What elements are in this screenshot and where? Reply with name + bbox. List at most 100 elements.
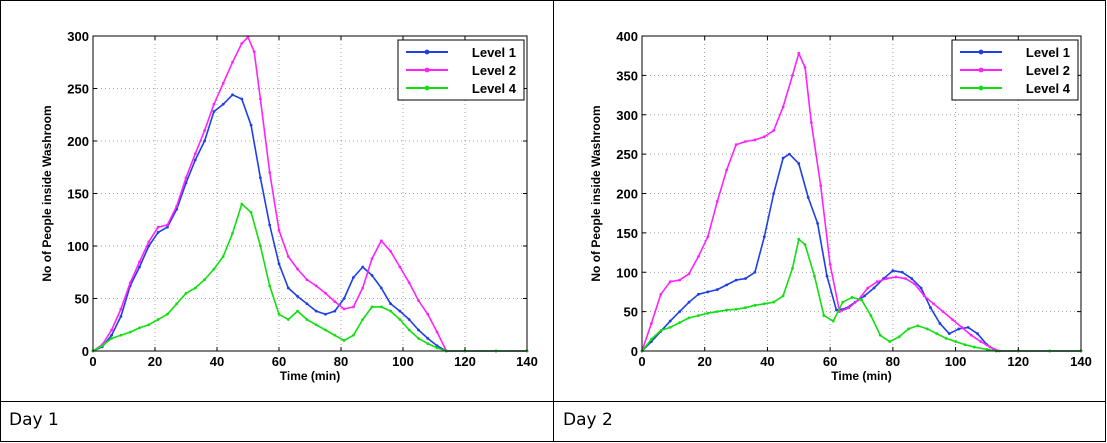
data-point xyxy=(361,318,365,321)
data-point xyxy=(988,345,992,349)
data-point xyxy=(352,333,355,337)
data-point xyxy=(825,274,829,278)
data-point xyxy=(869,314,873,317)
data-point xyxy=(734,307,738,311)
legend-label: Level 2 xyxy=(472,63,516,78)
data-point xyxy=(417,328,420,332)
data-point xyxy=(379,286,383,290)
data-point xyxy=(389,302,392,306)
data-point xyxy=(379,305,383,309)
data-point xyxy=(203,278,207,281)
data-point xyxy=(333,309,337,313)
data-point xyxy=(831,319,835,323)
table-column-divider xyxy=(553,0,554,442)
data-point xyxy=(138,265,141,269)
data-point xyxy=(762,135,766,139)
data-point xyxy=(370,257,374,260)
data-point xyxy=(268,284,272,288)
data-point xyxy=(972,345,976,349)
legend-label: Level 2 xyxy=(1026,63,1070,78)
legend-marker xyxy=(424,67,430,73)
data-point xyxy=(212,102,216,106)
data-point xyxy=(138,260,141,264)
data-point xyxy=(417,337,420,340)
data-point xyxy=(435,330,439,334)
x-tick-label: 100 xyxy=(945,354,967,369)
x-axis-label: Time (min) xyxy=(280,369,340,383)
data-point xyxy=(954,340,957,343)
data-point xyxy=(803,66,807,69)
data-point xyxy=(324,312,327,316)
data-point xyxy=(734,143,738,147)
data-point xyxy=(184,176,188,180)
x-tick-label: 140 xyxy=(1070,354,1092,369)
data-point xyxy=(678,321,682,325)
data-point xyxy=(221,102,225,106)
data-point xyxy=(847,306,851,310)
data-point xyxy=(791,266,794,270)
legend-marker xyxy=(424,85,430,91)
data-point xyxy=(744,140,747,143)
data-point xyxy=(110,328,113,332)
data-point xyxy=(753,138,757,142)
legend-marker xyxy=(424,49,430,55)
data-point xyxy=(706,290,710,294)
data-point xyxy=(744,277,747,280)
data-point xyxy=(925,327,929,331)
data-point xyxy=(110,333,113,337)
data-point xyxy=(100,344,104,348)
data-point xyxy=(305,302,309,306)
data-point xyxy=(240,41,244,45)
data-point xyxy=(976,332,979,336)
data-point xyxy=(850,296,854,299)
y-axis-label: No of People inside Washroom xyxy=(589,105,603,281)
legend-item: Level 1 xyxy=(406,45,516,60)
data-point xyxy=(866,286,870,290)
data-point xyxy=(828,262,832,266)
data-point xyxy=(822,314,826,317)
data-point xyxy=(249,211,253,214)
data-point xyxy=(249,123,253,127)
data-point xyxy=(668,319,672,323)
series-level-4 xyxy=(640,237,1083,353)
x-axis-label: Time (min) xyxy=(831,369,891,383)
data-point xyxy=(212,267,216,271)
legend-item: Level 2 xyxy=(960,63,1070,78)
data-point xyxy=(221,81,225,85)
data-point xyxy=(753,270,757,274)
data-point xyxy=(878,333,882,337)
x-tick-label: 140 xyxy=(516,354,538,369)
data-point xyxy=(305,318,309,321)
data-point xyxy=(175,302,179,306)
x-tick-label: 100 xyxy=(392,354,414,369)
y-tick-label: 200 xyxy=(67,134,89,149)
data-point xyxy=(240,97,244,101)
data-point xyxy=(813,274,816,278)
legend: Level 1 Level 2 Level 4 xyxy=(951,39,1079,101)
y-tick-label: 100 xyxy=(616,265,638,280)
data-point xyxy=(659,329,663,332)
data-point xyxy=(697,292,700,296)
legend-label: Level 4 xyxy=(472,81,517,96)
y-axis-label: No of People inside Washroom xyxy=(40,105,54,281)
data-point xyxy=(772,192,776,195)
y-tick-label: 250 xyxy=(616,147,638,162)
table-row-divider xyxy=(0,401,1106,402)
data-point xyxy=(361,265,365,269)
data-point xyxy=(687,316,691,320)
data-point xyxy=(951,318,954,321)
data-point xyxy=(398,265,402,269)
data-point xyxy=(286,255,290,258)
data-point xyxy=(342,297,346,300)
data-point xyxy=(296,309,299,313)
data-point xyxy=(417,299,420,302)
data-point xyxy=(110,337,113,340)
data-point xyxy=(398,318,402,321)
data-point xyxy=(944,337,948,340)
y-tick-label: 250 xyxy=(67,82,89,97)
legend: Level 1 Level 2 Level 4 xyxy=(397,39,525,101)
x-tick-label: 0 xyxy=(638,354,645,369)
data-point xyxy=(314,284,318,288)
data-point xyxy=(203,129,207,132)
data-point xyxy=(960,325,964,329)
